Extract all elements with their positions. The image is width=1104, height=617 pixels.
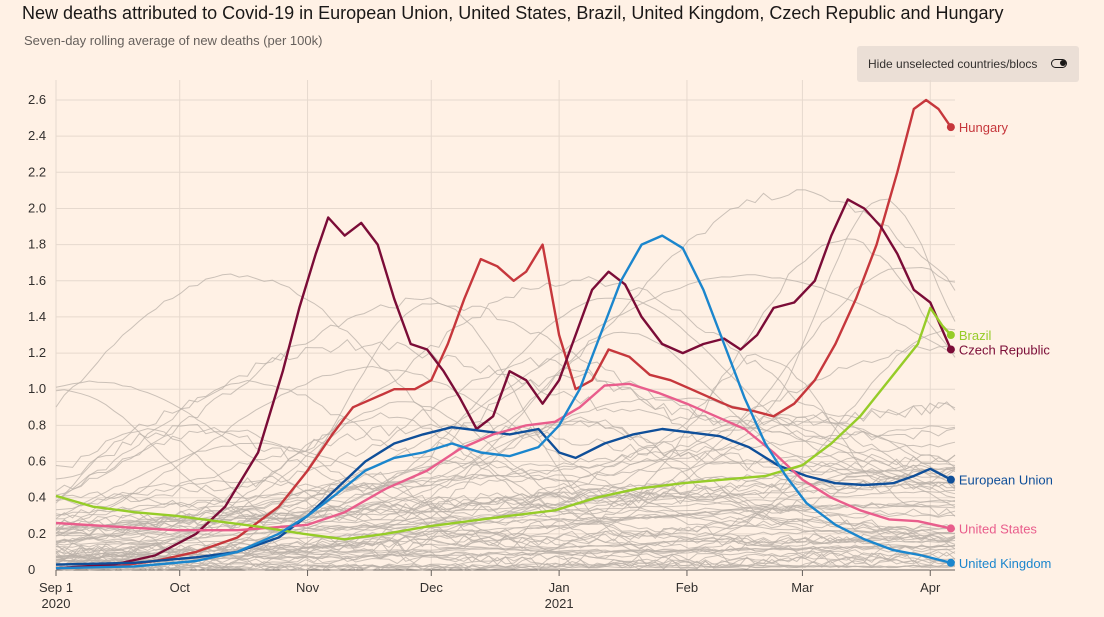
y-tick-label: 1.2 [28,345,46,360]
highlighted-series [55,98,952,570]
background-country-line [55,481,956,522]
background-country-line [55,426,956,561]
toggle-switch-icon[interactable] [1051,59,1067,68]
y-tick-label: 0.6 [28,454,46,469]
background-country-line [55,460,956,566]
series-line [55,234,952,570]
background-country-line [55,365,956,535]
series-end-marker [946,524,955,533]
series-line [55,306,952,541]
y-tick-label: 0.2 [28,526,46,541]
series-line [55,382,952,532]
x-tick-label: Jan [549,580,570,595]
y-tick-label: 1.4 [28,309,46,324]
hide-unselected-toggle[interactable]: Hide unselected countries/blocs [857,46,1079,82]
background-country-line [55,515,956,557]
background-country-line [55,338,956,468]
series-end-label: United States [959,521,1038,536]
y-tick-label: 1.0 [28,381,46,396]
series-end-label: Czech Republic [959,342,1051,357]
background-country-line [55,499,956,561]
series-line [55,98,952,570]
y-tick-label: 1.8 [28,237,46,252]
y-tick-label: 0.8 [28,417,46,432]
y-tick-label: 0 [28,562,35,577]
y-tick-label: 2.6 [28,92,46,107]
y-tick-label: 0.4 [28,490,46,505]
background-country-lines [55,189,956,571]
background-country-line [55,396,956,560]
x-tick-label: Nov [296,580,320,595]
background-country-line [55,356,956,507]
background-country-line [55,420,956,571]
series-end-marker [946,475,955,484]
gridlines [55,80,955,571]
series-end-label: Hungary [959,120,1009,135]
toggle-label: Hide unselected countries/blocs [868,57,1038,71]
background-country-line [55,423,956,507]
chart-subtitle: Seven-day rolling average of new deaths … [24,33,323,48]
y-tick-label: 2.0 [28,200,46,215]
background-country-line [55,499,956,545]
x-tick-label: Feb [676,580,698,595]
series-end-marker [946,331,955,339]
background-country-line [55,468,956,559]
chart-title: New deaths attributed to Covid-19 in Eur… [22,3,1004,23]
background-country-line [55,389,956,524]
background-country-line [55,297,956,492]
background-country-line [55,401,956,555]
x-tick-year: 2020 [42,596,71,611]
background-country-line [55,428,956,531]
series-end-label: United Kingdom [959,556,1052,571]
x-tick-label: Oct [170,580,191,595]
x-tick-label: Apr [920,580,941,595]
series-end-marker [946,345,955,354]
series-line [55,198,952,570]
series-end-labels: Hungary Czech Republic European Union Unite… [946,120,1053,571]
x-tick-label: Mar [791,580,814,595]
x-tick-label: Sep 1 [39,580,73,595]
background-country-line [55,273,956,544]
y-tick-label: 2.4 [28,128,46,143]
series-end-marker [946,123,955,132]
background-country-line [55,238,956,520]
background-country-line [55,353,956,553]
background-country-line [55,189,956,526]
x-tick-label: Dec [420,580,444,595]
axes: 0 0.2 0.4 0.6 0.8 1.0 1.2 1.4 1.6 1.8 2.0 2.2 2.4 2.6… [28,92,941,611]
y-tick-label: 1.6 [28,273,46,288]
background-country-line [55,421,956,520]
series-end-label: European Union [959,473,1053,488]
x-tick-year: 2021 [545,596,574,611]
series-end-label: Brazil [959,328,992,343]
series-end-marker [946,558,955,567]
y-tick-label: 2.2 [28,164,46,179]
background-country-line [55,441,956,511]
